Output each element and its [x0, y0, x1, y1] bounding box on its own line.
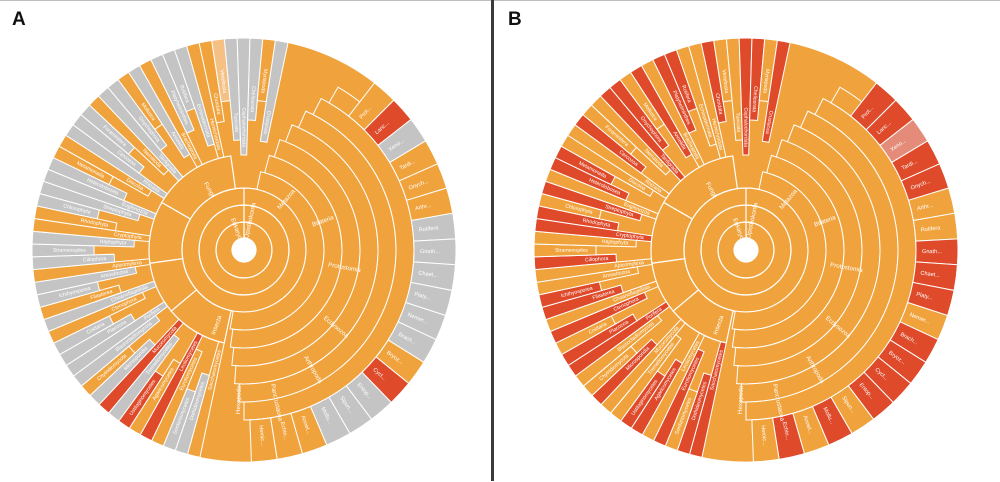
lineage-label: Tunicata: [734, 112, 741, 132]
lineage-label: Amoebozoa: [602, 269, 630, 280]
rim-label: Hemic...: [759, 425, 767, 446]
lineage-label: Myriapoda: [259, 69, 268, 94]
rim-label: Echin...: [279, 421, 289, 441]
rim-label: Chaet...: [920, 270, 941, 279]
lineage-label: Chordata: [714, 93, 724, 115]
sunburst-chart: Prot...Lanc...Xeno...Tardi...Onych...Art…: [533, 37, 959, 463]
lineage-label: Haptophyta: [602, 239, 629, 247]
clade-segment: [662, 155, 739, 220]
lineage-label: Ciliophora: [585, 256, 609, 263]
clade-segment: [148, 201, 192, 264]
panel-label: B: [508, 9, 522, 30]
rim-label: Gnath...: [420, 249, 440, 255]
lineage-label: Cryptophyta: [616, 232, 645, 241]
lineage-label: Cryptophyta: [114, 232, 143, 241]
sunburst-chart: Prot...Lanc...Xeno...Tardi...Onych...Art…: [31, 37, 457, 463]
lineage-label: Chordata: [212, 93, 222, 115]
panel-label: A: [12, 9, 26, 30]
rim-label: Hemic...: [257, 425, 265, 446]
clade-label: Hexapoda: [737, 385, 745, 414]
lineage-label: Tunicata: [232, 112, 239, 132]
sunburst-outline: [533, 37, 959, 463]
lineage-label: Apicomplexa: [112, 260, 142, 270]
rim-label: Rotifera: [419, 225, 440, 233]
panel-divider: [491, 0, 494, 481]
lineage-label: Rhodophyta: [80, 218, 109, 229]
rim-label: Arthr...: [415, 203, 433, 213]
lineage-label: Crustacea: [262, 110, 272, 134]
rim-label: Gnath...: [922, 249, 942, 255]
lineage-label: Stramenopiles: [53, 248, 87, 254]
rim-label: Platy...: [414, 292, 432, 302]
lineage-label: Vertebrata: [720, 69, 729, 94]
center-hole: [232, 238, 256, 262]
rim-label: Arthr...: [917, 203, 935, 213]
lineage-label: Chelicerata: [751, 86, 759, 113]
clade-segment: [160, 155, 237, 220]
rim-label: Echin...: [781, 421, 791, 441]
lineage-label: Haptophyta: [100, 239, 127, 247]
rim-label: Rotifera: [921, 225, 942, 233]
lineage-label: Crustacea: [764, 110, 774, 134]
lineage-label: Apicomplexa: [614, 260, 644, 270]
center-hole: [734, 238, 758, 262]
lineage-label: Amoebozoa: [100, 269, 128, 280]
clade-label: Hexapoda: [235, 385, 243, 414]
lineage-label: Stramenopiles: [555, 248, 589, 254]
rim-label: Platy...: [916, 292, 934, 302]
rim-label: Chaet...: [418, 270, 439, 279]
sunburst-outline: [31, 37, 457, 463]
lineage-label: Ciliophora: [83, 256, 107, 263]
lineage-label: Vertebrata: [218, 69, 227, 94]
lineage-label: Chelicerata: [249, 86, 257, 113]
lineage-label: Cephalochordata: [742, 107, 748, 147]
lineage-label: Cephalochordata: [240, 107, 246, 147]
panel-a: A Prot... Lanc... Xeno... Tardi... Onych... A…: [0, 0, 491, 481]
lineage-label: Rhodophyta: [582, 218, 611, 229]
panel-b: B Prot... Lanc... Xeno... Tardi... Onych... A…: [494, 0, 1000, 481]
clade-segment: [650, 201, 694, 264]
lineage-label: Myriapoda: [761, 69, 770, 94]
